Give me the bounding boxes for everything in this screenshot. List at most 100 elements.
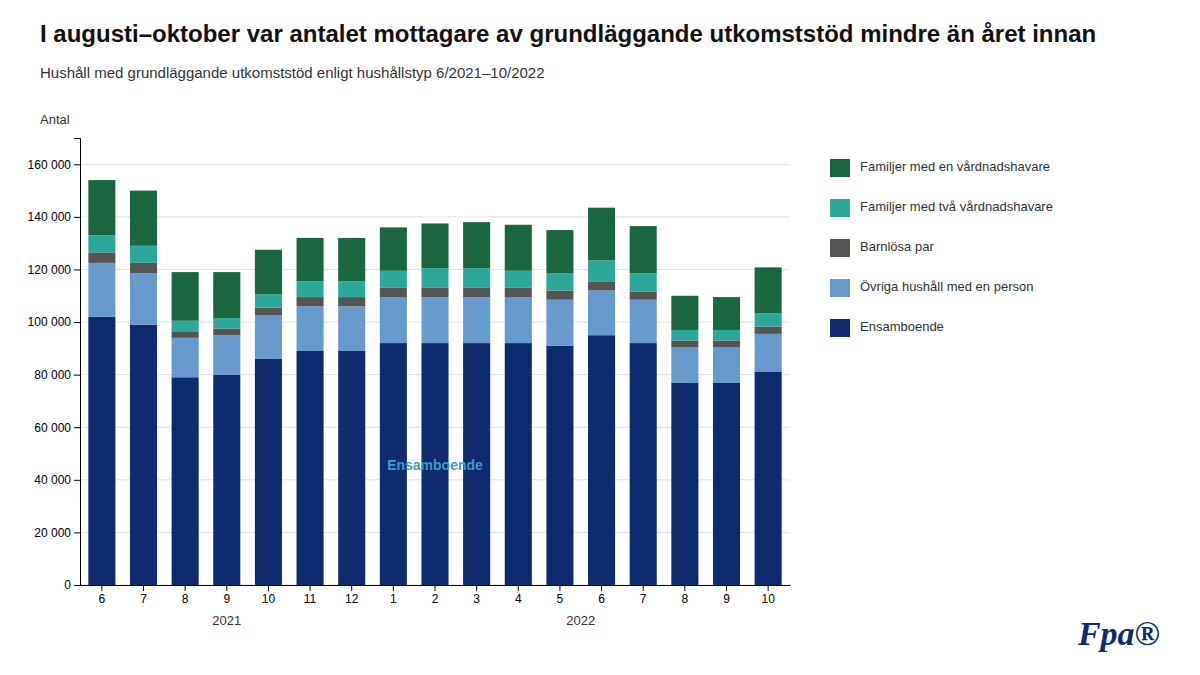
- x-tick-mark: [268, 585, 269, 591]
- x-tick-label: 8: [182, 592, 189, 606]
- logo: Fpa®: [1077, 615, 1160, 652]
- title-line: I augusti–oktober var antalet mottagare …: [40, 20, 1096, 47]
- bar: [755, 313, 782, 326]
- bar: [588, 208, 615, 261]
- y-tick: 40 000: [34, 473, 80, 487]
- bar: [755, 372, 782, 585]
- y-tick-label: 160 000: [28, 158, 72, 172]
- y-tick: 140 000: [28, 210, 80, 224]
- y-tick-mark: [74, 427, 80, 428]
- chart: I augusti–oktober var antalet mottagare …: [0, 0, 1200, 675]
- bar-series: [88, 180, 781, 330]
- bar: [380, 271, 407, 288]
- x-tick: 9: [223, 585, 230, 606]
- x-tick-label: 10: [262, 592, 276, 606]
- bar: [588, 291, 615, 336]
- legend-item: Familjer med två vårdnadshavare: [830, 199, 1053, 217]
- y-tick: 80 000: [34, 368, 80, 382]
- bar: [755, 334, 782, 372]
- x-tick-mark: [726, 585, 727, 591]
- bar: [213, 335, 240, 374]
- y-tick-mark: [74, 375, 80, 376]
- bar: [172, 338, 199, 377]
- x-tick-mark: [601, 585, 602, 591]
- y-tick-mark: [74, 269, 80, 270]
- bar: [713, 340, 740, 347]
- title: I augusti–oktober var antalet mottagare …: [40, 20, 1096, 47]
- bar: [88, 317, 115, 585]
- y-tick-label: 80 000: [34, 368, 71, 382]
- bars: [88, 180, 781, 585]
- bar: [463, 222, 490, 268]
- y-tick-mark: [74, 532, 80, 533]
- bar: [172, 321, 199, 332]
- legend: Familjer med en vårdnadshavare Familjer m…: [830, 159, 1053, 337]
- x-tick: 10: [761, 585, 775, 606]
- annotation: Ensamboende: [387, 457, 483, 473]
- y-tick: 120 000: [28, 263, 80, 277]
- bar: [297, 281, 324, 297]
- y-tick-mark: [74, 585, 80, 586]
- bar: [671, 296, 698, 330]
- bar: [213, 375, 240, 585]
- bar: [380, 227, 407, 270]
- bar: [713, 347, 740, 382]
- x-tick-label: 9: [723, 592, 730, 606]
- legend-label: Övriga hushåll med en person: [860, 279, 1033, 294]
- x-tick-mark: [226, 585, 227, 591]
- bar: [130, 191, 157, 246]
- bar: [213, 318, 240, 329]
- x-tick-label: 6: [99, 592, 106, 606]
- bar: [630, 226, 657, 273]
- x-tick-label: 11: [304, 592, 317, 606]
- x-tick: 12: [345, 585, 359, 606]
- bar: [671, 347, 698, 382]
- x-tick-mark: [101, 585, 102, 591]
- x-tick: 6: [99, 585, 106, 606]
- x-tick-label: 10: [761, 592, 775, 606]
- y-tick-label: 40 000: [34, 473, 71, 487]
- bar: [130, 325, 157, 585]
- bar: [713, 383, 740, 585]
- bar: [172, 272, 199, 321]
- bar: [463, 297, 490, 343]
- x-tick-label: 5: [557, 592, 564, 606]
- bar: [671, 383, 698, 585]
- bar: [297, 297, 324, 306]
- bar: [130, 263, 157, 274]
- bar: [130, 273, 157, 324]
- bar: [421, 223, 448, 268]
- bar: [755, 327, 782, 334]
- group-label: 2022: [566, 613, 595, 628]
- x-tick: 10: [262, 585, 276, 606]
- x-tick-mark: [143, 585, 144, 591]
- bar: [671, 330, 698, 341]
- x-tick-mark: [310, 585, 311, 591]
- legend-item: Familjer med en vårdnadshavare: [830, 159, 1050, 177]
- x-tick-mark: [518, 585, 519, 591]
- bar: [338, 306, 365, 351]
- x-tick-label: 9: [223, 592, 230, 606]
- x-tick-mark: [684, 585, 685, 591]
- bar: [88, 252, 115, 263]
- x-tick-mark: [476, 585, 477, 591]
- x-tick-label: 7: [140, 592, 147, 606]
- x-tick: 2: [432, 585, 439, 606]
- bar: [505, 297, 532, 343]
- bar: [630, 292, 657, 300]
- bar: [255, 294, 282, 307]
- bar: [130, 246, 157, 263]
- grid-line: [80, 216, 790, 217]
- bar: [213, 329, 240, 336]
- bar: [505, 271, 532, 288]
- bar: [338, 238, 365, 281]
- x-tick: 1: [390, 585, 397, 606]
- y-axis: 020 00040 00060 00080 000100 000120 0001…: [28, 139, 81, 593]
- y-tick: 20 000: [34, 526, 80, 540]
- bar: [255, 250, 282, 295]
- x-tick-mark: [185, 585, 186, 591]
- x-tick-label: 3: [473, 592, 480, 606]
- x-tick-mark: [643, 585, 644, 591]
- x-tick: 5: [557, 585, 564, 606]
- bar: [588, 260, 615, 281]
